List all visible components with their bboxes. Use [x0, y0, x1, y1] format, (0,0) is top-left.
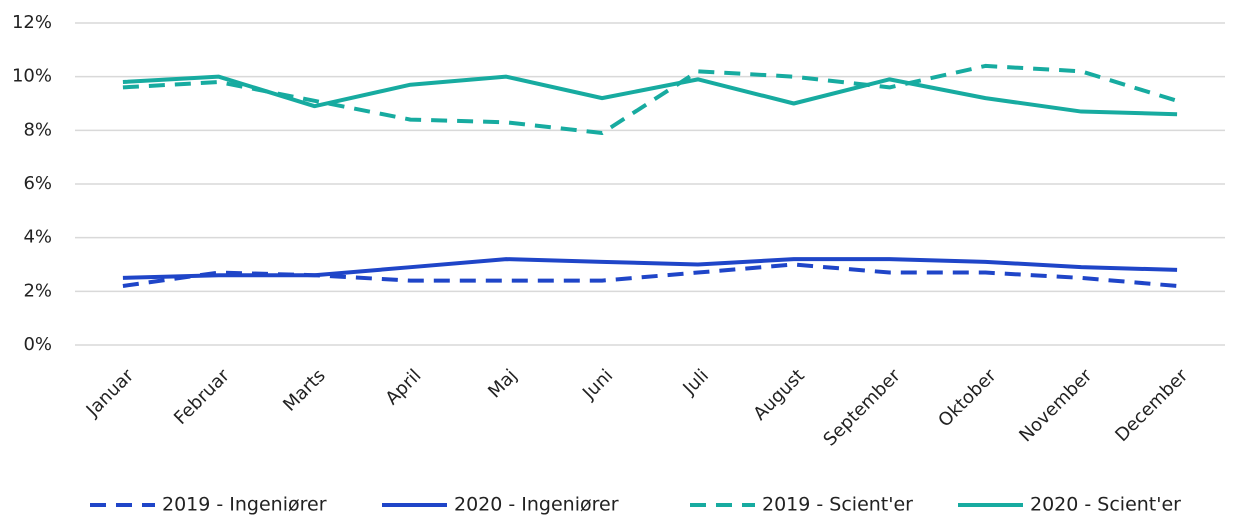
x-tick-label: April	[382, 365, 426, 409]
line-series	[122, 257, 1178, 280]
line-series	[122, 262, 1178, 288]
y-tick-label: 2%	[23, 280, 52, 301]
x-tick-label: September	[819, 365, 905, 451]
x-tick-label: Juni	[578, 365, 617, 404]
legend-label: 2020 - Ingeniører	[454, 494, 619, 516]
y-tick-label: 6%	[23, 173, 52, 194]
x-tick-label: Marts	[279, 365, 329, 415]
x-tick-label: August	[749, 365, 808, 424]
y-tick-label: 10%	[12, 66, 52, 87]
x-tick-label: Juli	[679, 365, 713, 399]
legend-label: 2019 - Ingeniører	[162, 494, 327, 516]
y-tick-label: 8%	[23, 119, 52, 140]
x-tick-label: November	[1015, 365, 1096, 446]
x-tick-label: Februar	[170, 365, 234, 429]
y-tick-label: 0%	[23, 334, 52, 355]
x-tick-label: December	[1111, 365, 1192, 446]
line-series	[122, 74, 1178, 117]
x-tick-label: Maj	[484, 365, 521, 402]
x-tick-label: Januar	[82, 365, 139, 422]
legend-label: 2019 - Scient'er	[762, 494, 913, 516]
y-tick-label: 4%	[23, 227, 52, 248]
y-tick-label: 12%	[12, 12, 52, 33]
x-tick-label: Oktober	[934, 365, 1001, 432]
legend-label: 2020 - Scient'er	[1030, 494, 1181, 516]
